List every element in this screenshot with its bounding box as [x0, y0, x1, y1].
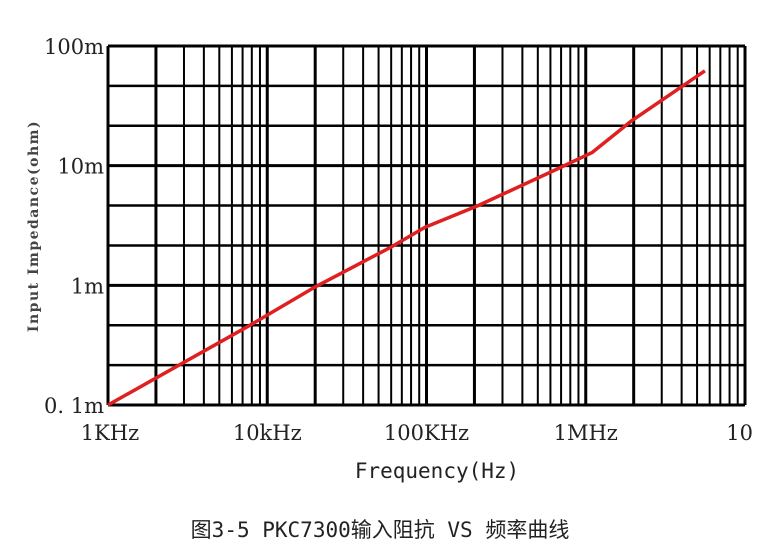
y-tick-label: 10m [57, 155, 104, 179]
impedance-curve [107, 69, 706, 407]
series [107, 69, 706, 407]
x-tick-label: 10kHz [233, 421, 302, 445]
y-tick-label: 100m [44, 35, 104, 59]
y-tick-label: 1m [71, 274, 104, 298]
x-tick-label: 1KHz [81, 421, 139, 445]
y-axis-label: Input Impedance(ohm) [26, 120, 42, 332]
x-tick-label: 100KHz [384, 421, 469, 445]
y-tick-labels: 100m 10m 1m 0. 1m [44, 35, 104, 418]
y-tick-label: 0. 1m [44, 394, 104, 418]
figure-caption: 图3-5 PKC7300输入阻抗 VS 频率曲线 [190, 518, 570, 542]
grid [106, 44, 747, 407]
x-tick-labels: 1KHz 10kHz 100KHz 1MHz 10 [81, 421, 753, 445]
x-tick-label: 10 [726, 421, 753, 445]
x-tick-label: 1MHz [554, 421, 618, 445]
x-axis-label: Frequency(Hz) [355, 459, 519, 483]
